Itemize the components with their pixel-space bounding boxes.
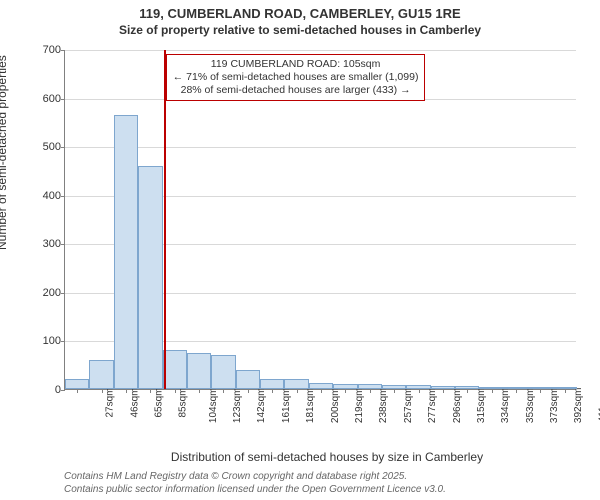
y-tick-label: 100 bbox=[25, 335, 61, 347]
x-tick-label: 219sqm bbox=[354, 388, 365, 424]
x-tick-mark bbox=[540, 389, 541, 393]
x-tick-mark bbox=[467, 389, 468, 393]
footer-line-2: Contains public sector information licen… bbox=[64, 483, 590, 496]
x-tick-mark bbox=[516, 389, 517, 393]
info-line-1: 119 CUMBERLAND ROAD: 105sqm bbox=[173, 58, 419, 71]
x-tick-mark bbox=[126, 389, 127, 393]
x-tick-label: 161sqm bbox=[281, 388, 292, 424]
histogram-bar bbox=[479, 387, 503, 389]
x-tick-label: 334sqm bbox=[500, 388, 511, 424]
x-tick-label: 392sqm bbox=[574, 388, 585, 424]
x-tick-label: 104sqm bbox=[208, 388, 219, 424]
y-tick-label: 200 bbox=[25, 287, 61, 299]
x-tick-mark bbox=[297, 389, 298, 393]
histogram-bar bbox=[528, 387, 552, 389]
x-tick-label: 181sqm bbox=[305, 388, 316, 424]
histogram-bar bbox=[309, 383, 333, 389]
histogram-bar bbox=[114, 115, 138, 389]
x-tick-label: 200sqm bbox=[330, 388, 341, 424]
histogram-bar bbox=[504, 387, 528, 389]
y-axis-label: Number of semi-detached properties bbox=[0, 55, 9, 250]
x-tick-mark bbox=[565, 389, 566, 393]
title-main: 119, CUMBERLAND ROAD, CAMBERLEY, GU15 1R… bbox=[0, 6, 600, 21]
chart-container: 119, CUMBERLAND ROAD, CAMBERLEY, GU15 1R… bbox=[0, 0, 600, 500]
x-tick-mark bbox=[223, 389, 224, 393]
y-tick-label: 600 bbox=[25, 93, 61, 105]
histogram-bar bbox=[260, 379, 284, 389]
x-tick-mark bbox=[394, 389, 395, 393]
info-line-3: 28% of semi-detached houses are larger (… bbox=[173, 84, 419, 97]
histogram-bar bbox=[382, 385, 406, 389]
x-tick-mark bbox=[345, 389, 346, 393]
x-tick-mark bbox=[175, 389, 176, 393]
x-tick-mark bbox=[102, 389, 103, 393]
x-tick-label: 257sqm bbox=[403, 388, 414, 424]
x-tick-mark bbox=[272, 389, 273, 393]
histogram-bar bbox=[236, 370, 260, 389]
histogram-bar bbox=[138, 166, 162, 389]
title-sub: Size of property relative to semi-detach… bbox=[0, 23, 600, 37]
histogram-bar bbox=[211, 355, 235, 389]
histogram-bar bbox=[89, 360, 113, 389]
x-tick-mark bbox=[199, 389, 200, 393]
x-tick-mark bbox=[443, 389, 444, 393]
x-tick-label: 85sqm bbox=[178, 388, 189, 418]
x-tick-mark bbox=[150, 389, 151, 393]
histogram-bar bbox=[455, 386, 479, 389]
x-tick-label: 373sqm bbox=[549, 388, 560, 424]
x-tick-label: 46sqm bbox=[129, 388, 140, 418]
y-tick-label: 700 bbox=[25, 44, 61, 56]
y-tick-mark bbox=[61, 390, 65, 391]
x-tick-label: 315sqm bbox=[476, 388, 487, 424]
x-tick-label: 277sqm bbox=[427, 388, 438, 424]
x-tick-label: 142sqm bbox=[257, 388, 268, 424]
x-tick-mark bbox=[419, 389, 420, 393]
histogram-bar bbox=[163, 350, 187, 389]
histogram-bar bbox=[284, 379, 308, 389]
x-tick-mark bbox=[321, 389, 322, 393]
x-tick-mark bbox=[370, 389, 371, 393]
y-tick-label: 0 bbox=[25, 384, 61, 396]
x-tick-label: 238sqm bbox=[378, 388, 389, 424]
y-tick-label: 500 bbox=[25, 141, 61, 153]
x-tick-label: 123sqm bbox=[232, 388, 243, 424]
histogram-bar bbox=[553, 387, 577, 389]
x-tick-label: 353sqm bbox=[525, 388, 536, 424]
histogram-bar bbox=[358, 384, 382, 389]
info-line-2: ← 71% of semi-detached houses are smalle… bbox=[173, 71, 419, 84]
histogram-bar bbox=[333, 384, 357, 389]
x-tick-label: 65sqm bbox=[153, 388, 164, 418]
footer-block: Contains HM Land Registry data © Crown c… bbox=[64, 470, 590, 496]
histogram-bar bbox=[65, 379, 89, 389]
title-block: 119, CUMBERLAND ROAD, CAMBERLEY, GU15 1R… bbox=[0, 6, 600, 37]
plot-area: 010020030040050060070027sqm46sqm65sqm85s… bbox=[64, 50, 576, 390]
y-tick-label: 400 bbox=[25, 190, 61, 202]
x-tick-label: 296sqm bbox=[452, 388, 463, 424]
x-tick-mark bbox=[248, 389, 249, 393]
y-tick-label: 300 bbox=[25, 238, 61, 250]
histogram-bar bbox=[187, 353, 211, 389]
histogram-bar bbox=[406, 385, 430, 389]
x-tick-mark bbox=[492, 389, 493, 393]
x-tick-label: 27sqm bbox=[105, 388, 116, 418]
x-axis-label: Distribution of semi-detached houses by … bbox=[64, 450, 590, 464]
footer-line-1: Contains HM Land Registry data © Crown c… bbox=[64, 470, 590, 483]
x-tick-mark bbox=[77, 389, 78, 393]
reference-info-box: 119 CUMBERLAND ROAD: 105sqm← 71% of semi… bbox=[166, 54, 426, 101]
histogram-bar bbox=[431, 386, 455, 389]
